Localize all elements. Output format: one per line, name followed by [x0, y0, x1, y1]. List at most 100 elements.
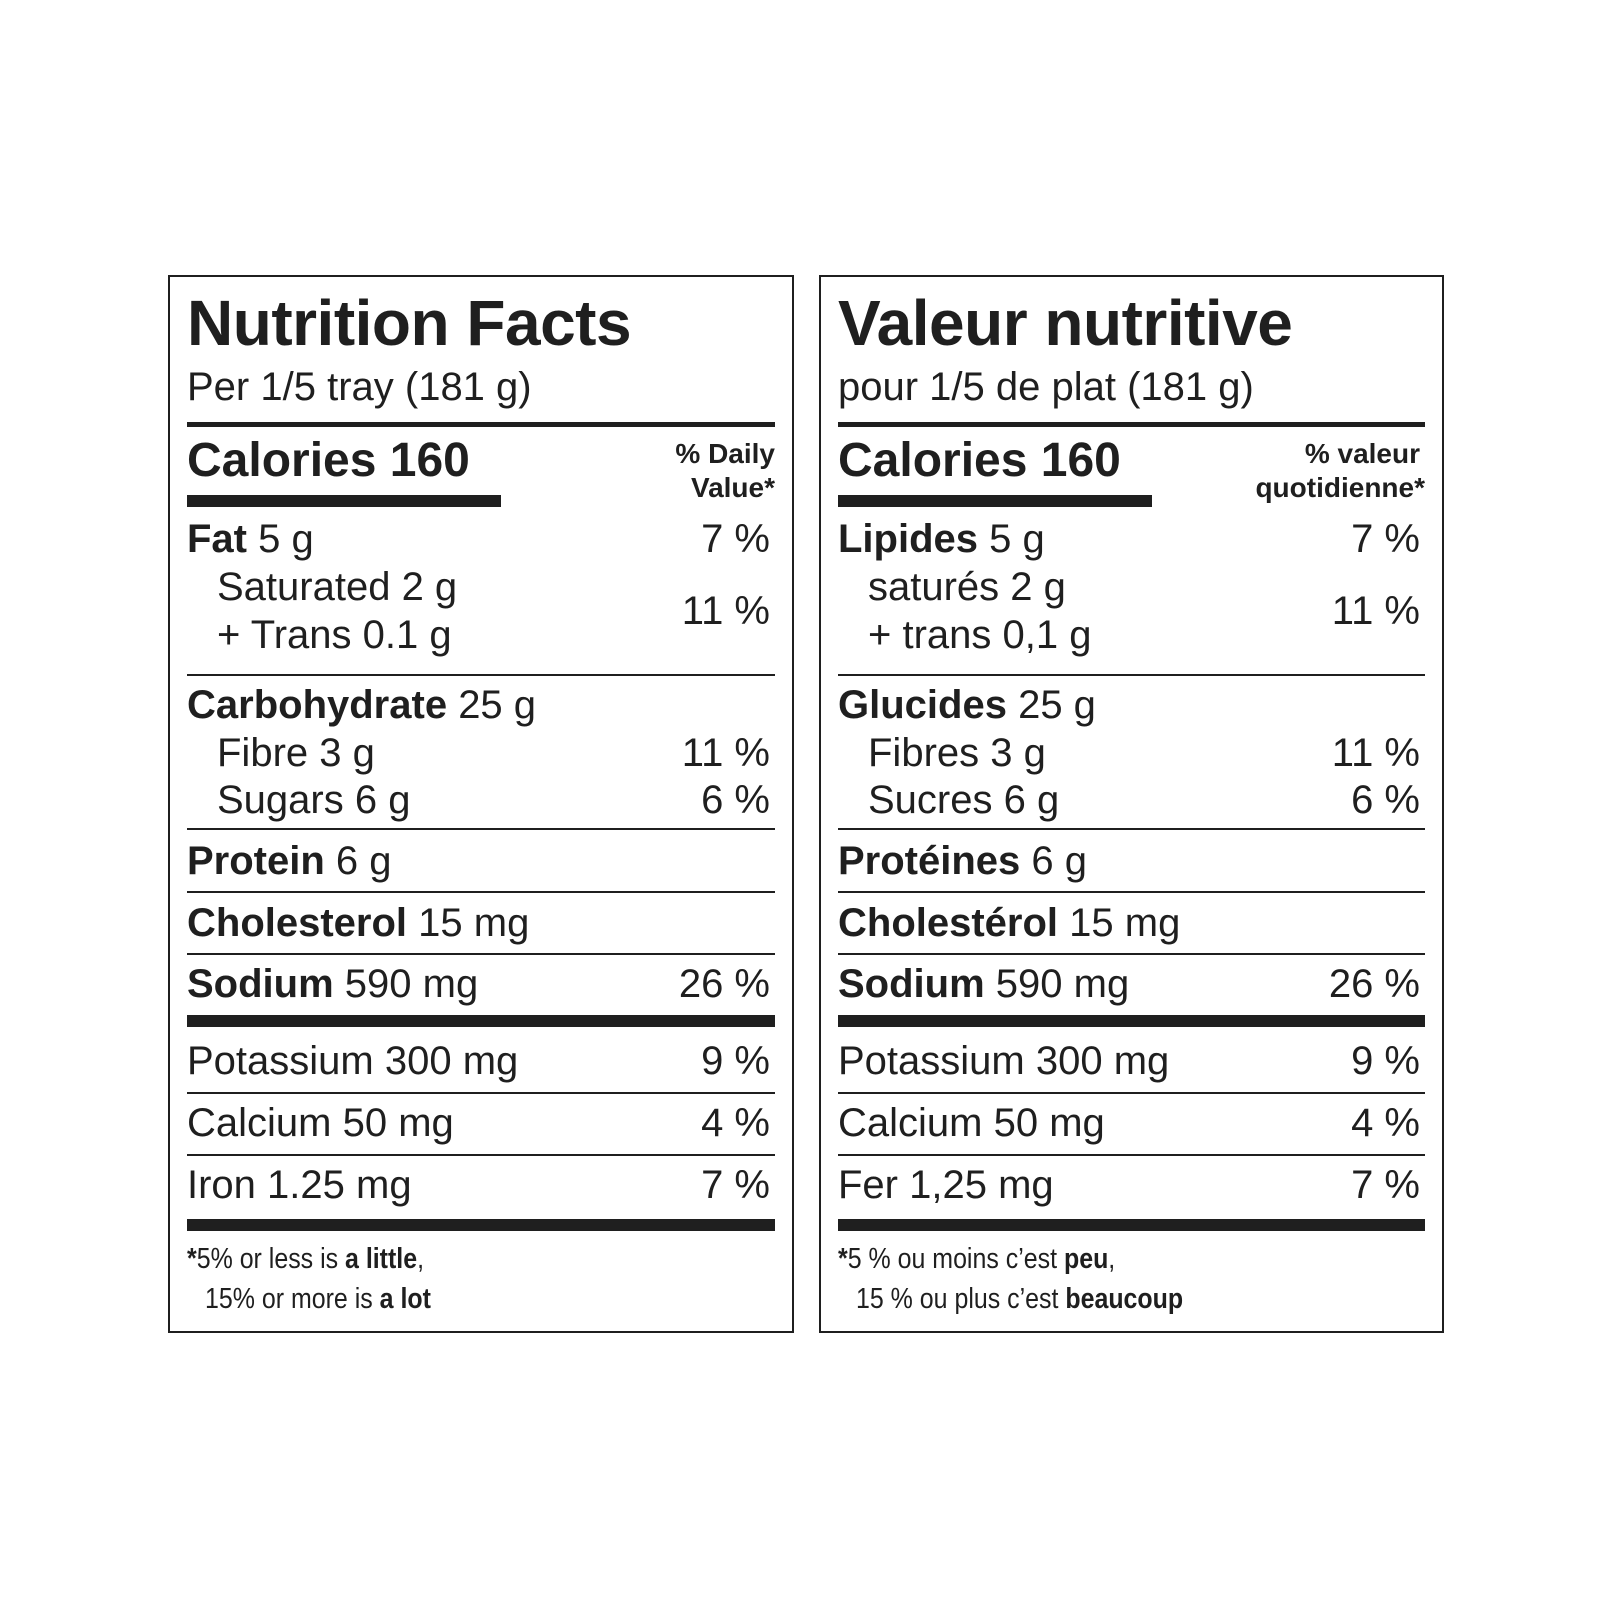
protein-amount: 6 g	[335, 839, 392, 883]
divider-rule	[187, 1092, 775, 1094]
sodium-label: Sodium	[187, 962, 334, 1006]
calories-label: Calories 160	[838, 434, 1121, 487]
calcium-label: Calcium 50 mg	[838, 1101, 1105, 1145]
potassium-row: Potassium 300 mg 9 %	[187, 1037, 770, 1085]
daily-value-header: % valeur quotidienne*	[1255, 437, 1425, 505]
nutrition-facts-panel-french: Valeur nutritive pour 1/5 de plat (181 g…	[819, 275, 1444, 1333]
footnote-emphasis: a little	[345, 1243, 418, 1275]
fat-percent: 7 %	[1351, 517, 1420, 561]
footnote-text: 15 % ou plus c’est	[856, 1283, 1066, 1315]
trans-row: + trans 0,1 g	[868, 613, 1092, 657]
sugars-row: Sucres 6 g 6 %	[838, 776, 1420, 824]
footnote-text: ,	[1108, 1243, 1116, 1275]
iron-percent: 7 %	[1351, 1163, 1420, 1207]
protein-label: Protéines	[838, 839, 1021, 883]
footnote-text: 15% or more is	[205, 1283, 380, 1315]
potassium-row: Potassium 300 mg 9 %	[838, 1037, 1420, 1085]
daily-value-header-line2: quotidienne*	[1255, 472, 1425, 503]
footnote-line-1: *5 % ou moins c’est peu,	[838, 1239, 1115, 1279]
calories-underline	[838, 495, 1152, 507]
divider-rule	[187, 953, 775, 955]
fat-percent: 7 %	[701, 517, 770, 561]
calcium-row: Calcium 50 mg 4 %	[187, 1099, 770, 1147]
sodium-row: Sodium 590 mg 26 %	[838, 960, 1420, 1008]
fibre-percent: 11 %	[681, 731, 770, 775]
fat-row: Lipides 5 g 7 %	[838, 515, 1420, 563]
footnote-line-2: 15 % ou plus c’est beaucoup	[856, 1279, 1183, 1319]
carbohydrate-amount: 25 g	[1018, 683, 1096, 727]
cholesterol-row: Cholestérol 15 mg	[838, 899, 1420, 947]
carbohydrate-row: Glucides 25 g	[838, 681, 1420, 729]
cholesterol-label: Cholesterol	[187, 901, 408, 945]
iron-row: Iron 1.25 mg 7 %	[187, 1161, 770, 1209]
carbohydrate-amount: 25 g	[458, 683, 537, 727]
calcium-row: Calcium 50 mg 4 %	[838, 1099, 1420, 1147]
saturated-row: Saturated 2 g	[217, 565, 458, 609]
protein-row: Protéines 6 g	[838, 837, 1420, 885]
saturated-trans-percent: 11 %	[1331, 589, 1420, 633]
daily-value-header-line2: Value*	[690, 472, 775, 503]
sugars-label: Sugars 6 g	[217, 778, 411, 822]
iron-percent: 7 %	[701, 1163, 770, 1207]
sugars-percent: 6 %	[1351, 778, 1420, 822]
footnote-emphasis: beaucoup	[1065, 1283, 1184, 1315]
footnote-text: ,	[417, 1243, 425, 1275]
fat-label: Fat	[187, 517, 247, 561]
iron-row: Fer 1,25 mg 7 %	[838, 1161, 1420, 1209]
divider-rule	[838, 1092, 1425, 1094]
divider-rule	[838, 891, 1425, 893]
trans-row: + Trans 0.1 g	[217, 613, 452, 657]
cholesterol-label: Cholestérol	[838, 901, 1059, 945]
divider-rule	[187, 828, 775, 830]
daily-value-header: % Daily Value*	[675, 437, 775, 505]
footnote-text: 5% or less is	[196, 1243, 346, 1275]
sugars-row: Sugars 6 g 6 %	[187, 776, 770, 824]
thick-divider-rule	[838, 1015, 1425, 1027]
thick-divider-rule	[187, 1219, 775, 1231]
sodium-amount: 590 mg	[344, 962, 479, 1006]
calcium-label: Calcium 50 mg	[187, 1101, 454, 1145]
serving-size: Per 1/5 tray (181 g)	[187, 365, 532, 409]
fibre-row: Fibres 3 g 11 %	[838, 729, 1420, 777]
calories-label: Calories 160	[187, 434, 470, 487]
calories-underline	[187, 495, 501, 507]
cholesterol-row: Cholesterol 15 mg	[187, 899, 770, 947]
potassium-percent: 9 %	[701, 1039, 770, 1083]
fat-amount: 5 g	[258, 517, 314, 561]
potassium-label: Potassium 300 mg	[187, 1039, 519, 1083]
fibre-row: Fibre 3 g 11 %	[187, 729, 770, 777]
footnote-star: *	[838, 1243, 848, 1275]
sodium-percent: 26 %	[1328, 962, 1420, 1006]
panel-title: Valeur nutritive	[838, 287, 1293, 359]
potassium-label: Potassium 300 mg	[838, 1039, 1170, 1083]
thick-divider-rule	[187, 1015, 775, 1027]
nutrition-facts-panel-english: Nutrition Facts Per 1/5 tray (181 g) Cal…	[168, 275, 794, 1333]
protein-label: Protein	[187, 839, 325, 883]
thick-divider-rule	[838, 1219, 1425, 1231]
footnote-star: *	[187, 1243, 197, 1275]
iron-label: Fer 1,25 mg	[838, 1163, 1054, 1207]
sodium-row: Sodium 590 mg 26 %	[187, 960, 770, 1008]
sodium-percent: 26 %	[678, 962, 770, 1006]
fibre-label: Fibre 3 g	[217, 731, 375, 775]
calcium-percent: 4 %	[1351, 1101, 1420, 1145]
serving-size: pour 1/5 de plat (181 g)	[838, 365, 1254, 409]
fat-row: Fat 5 g 7 %	[187, 515, 770, 563]
fibre-label: Fibres 3 g	[868, 731, 1046, 775]
footnote-text: 5 % ou moins c’est	[847, 1243, 1064, 1275]
footnote-line-2: 15% or more is a lot	[205, 1279, 431, 1319]
cholesterol-amount: 15 mg	[1069, 901, 1181, 945]
iron-label: Iron 1.25 mg	[187, 1163, 412, 1207]
divider-rule	[838, 1154, 1425, 1156]
divider-rule	[838, 828, 1425, 830]
daily-value-header-line1: % Daily	[675, 438, 775, 469]
protein-amount: 6 g	[1031, 839, 1088, 883]
carbohydrate-row: Carbohydrate 25 g	[187, 681, 770, 729]
footnote-emphasis: a lot	[379, 1283, 431, 1315]
divider-rule	[187, 422, 775, 427]
divider-rule	[187, 891, 775, 893]
fat-label: Lipides	[838, 517, 979, 561]
divider-rule	[838, 674, 1425, 676]
fat-amount: 5 g	[989, 517, 1045, 561]
footnote-emphasis: peu	[1063, 1243, 1109, 1275]
